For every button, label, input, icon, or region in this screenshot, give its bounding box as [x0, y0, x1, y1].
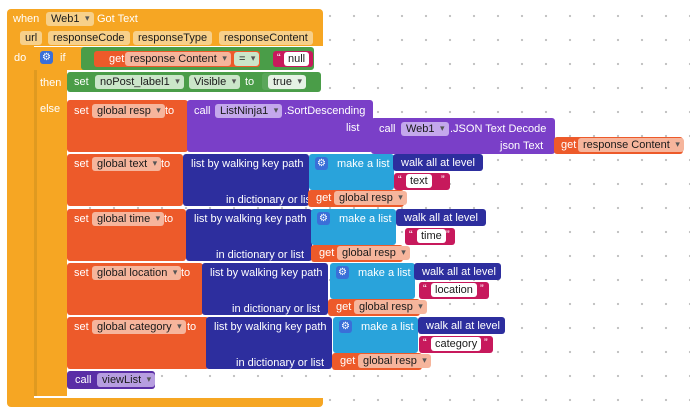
if-block[interactable]: [34, 47, 67, 396]
set-walk-to-label: to: [161, 158, 171, 170]
get-resp-var-dropdown[interactable]: global resp: [358, 354, 431, 368]
if-label: if: [60, 52, 66, 64]
walk-all-label: walk all at level: [426, 320, 500, 332]
walk-all-block[interactable]: [418, 317, 505, 334]
true-dropdown[interactable]: true: [268, 75, 306, 89]
null-quote-open: “: [277, 52, 281, 64]
set-walk-var-dropdown[interactable]: global category: [92, 320, 186, 334]
null-text-value[interactable]: null: [284, 52, 310, 66]
key-text-value[interactable]: text: [406, 174, 432, 188]
null-quote-close: ”: [305, 52, 309, 64]
make-list-gear-icon[interactable]: ⚙: [336, 266, 349, 279]
param-url[interactable]: url: [20, 31, 43, 45]
key-quote-close: ”: [484, 337, 488, 349]
key-quote-open: “: [398, 174, 402, 186]
walk-in-dict-label: in dictionary or list: [232, 303, 321, 315]
param-response-content[interactable]: responseContent: [219, 31, 313, 45]
make-list-gear-icon[interactable]: ⚙: [315, 157, 328, 170]
viewlist-procedure-dropdown[interactable]: viewList: [97, 373, 156, 387]
event-do-label: do: [14, 52, 27, 64]
key-quote-open: “: [423, 283, 427, 295]
set-walk-to-label: to: [187, 321, 197, 333]
walk-key-path-label: list by walking key path: [210, 267, 323, 279]
key-quote-close: ”: [446, 229, 450, 241]
decode-jsontext-label: json Text: [500, 140, 544, 152]
sort-call-label: call: [194, 105, 211, 117]
walk-key-path-block[interactable]: [202, 263, 328, 315]
set-walk-set-label: set: [74, 213, 89, 225]
decode-component-dropdown[interactable]: Web1: [401, 122, 449, 136]
viewlist-call-label: call: [75, 374, 92, 386]
key-quote-close: ”: [480, 283, 484, 295]
then-to-label: to: [245, 76, 255, 88]
event-when-label: when: [13, 13, 40, 25]
set-walk-set-label: set: [74, 158, 89, 170]
walk-all-block[interactable]: [396, 209, 486, 226]
get-resp-var-dropdown[interactable]: global resp: [334, 191, 407, 205]
event-name-label: Got Text: [97, 13, 138, 25]
walk-all-block[interactable]: [393, 154, 483, 171]
walk-all-label: walk all at level: [422, 266, 496, 278]
then-component-dropdown[interactable]: noPost_label1: [95, 75, 184, 89]
make-a-list-label: make a list: [358, 267, 411, 279]
decode-get-var-dropdown[interactable]: response Content: [578, 138, 684, 152]
key-quote-open: “: [423, 337, 427, 349]
compare-operator-dropdown[interactable]: =: [234, 52, 260, 66]
walk-key-path-block[interactable]: [183, 154, 309, 206]
walk-key-path-block[interactable]: [206, 317, 332, 369]
set-walk-var-dropdown[interactable]: global time: [92, 212, 165, 226]
sort-component-dropdown[interactable]: ListNinja1: [215, 104, 283, 118]
make-a-list-label: make a list: [361, 321, 414, 333]
make-a-list-label: make a list: [337, 158, 390, 170]
then-property-dropdown[interactable]: Visible: [189, 75, 241, 89]
walk-key-path-block[interactable]: [186, 209, 312, 261]
key-quote-close: ”: [441, 174, 445, 186]
make-a-list-label: make a list: [339, 213, 392, 225]
key-text-value[interactable]: category: [431, 337, 482, 351]
make-list-gear-icon[interactable]: ⚙: [317, 212, 330, 225]
set-resp-set-label: set: [74, 105, 89, 117]
get-label: get: [109, 53, 125, 65]
decode-call-label: call: [379, 123, 396, 135]
walk-all-label: walk all at level: [404, 212, 478, 224]
make-list-gear-icon[interactable]: ⚙: [339, 320, 352, 333]
walk-in-dict-label: in dictionary or list: [226, 194, 315, 206]
param-response-type[interactable]: responseType: [133, 31, 213, 45]
set-walk-set-label: set: [74, 267, 89, 279]
get-resp-get-label: get: [336, 301, 352, 313]
event-component-dropdown[interactable]: Web1: [46, 12, 94, 26]
walk-key-path-label: list by walking key path: [214, 321, 327, 333]
get-resp-get-label: get: [319, 247, 335, 259]
set-walk-to-label: to: [164, 213, 174, 225]
key-text-value[interactable]: time: [417, 229, 446, 243]
sort-method-label: .SortDescending: [284, 105, 366, 117]
set-walk-set-label: set: [74, 321, 89, 333]
set-walk-var-dropdown[interactable]: global location: [92, 266, 182, 280]
then-label: then: [40, 77, 62, 89]
get-resp-var-dropdown[interactable]: global resp: [354, 300, 427, 314]
set-resp-var-dropdown[interactable]: global resp: [92, 104, 165, 118]
walk-key-path-label: list by walking key path: [194, 213, 307, 225]
walk-in-dict-label: in dictionary or list: [236, 357, 325, 369]
walk-all-block[interactable]: [414, 263, 501, 280]
get-resp-get-label: get: [316, 192, 332, 204]
param-response-code[interactable]: responseCode: [48, 31, 130, 45]
decode-method-label: .JSON Text Decode: [450, 123, 547, 135]
sort-list-label: list: [346, 122, 360, 134]
set-walk-var-dropdown[interactable]: global text: [92, 157, 162, 171]
walk-all-label: walk all at level: [401, 157, 475, 169]
key-text-value[interactable]: location: [431, 283, 477, 297]
get-resp-var-dropdown[interactable]: global resp: [337, 246, 410, 260]
set-walk-to-label: to: [181, 267, 191, 279]
get-var-dropdown[interactable]: response Content: [125, 52, 231, 66]
get-resp-get-label: get: [340, 355, 356, 367]
then-set-label: set: [74, 76, 89, 88]
else-label: else: [40, 103, 61, 115]
if-mutator-gear-icon[interactable]: ⚙: [40, 51, 53, 64]
walk-key-path-label: list by walking key path: [191, 158, 304, 170]
key-quote-open: “: [409, 229, 413, 241]
decode-get-label: get: [561, 139, 577, 151]
set-resp-to-label: to: [165, 105, 175, 117]
walk-in-dict-label: in dictionary or list: [216, 249, 305, 261]
